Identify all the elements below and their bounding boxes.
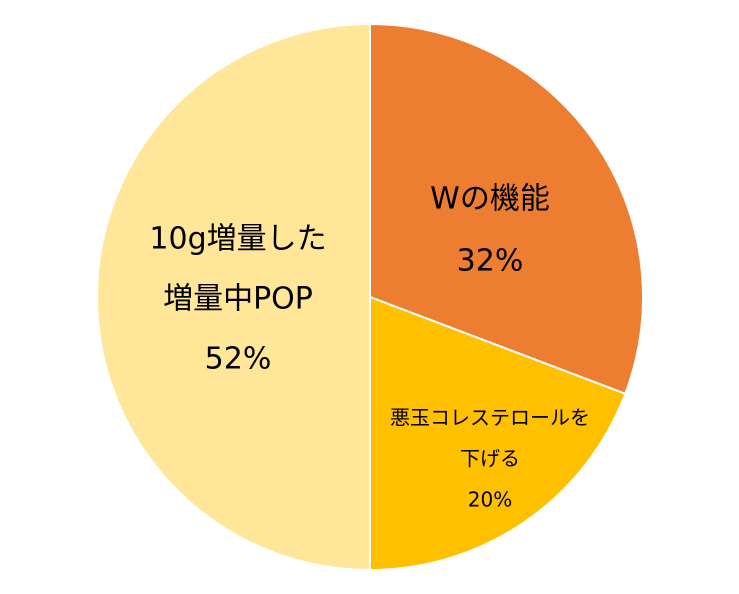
slice-label: 増量中POP <box>163 282 313 317</box>
data-label: 52% <box>205 342 272 377</box>
data-label: 20% <box>468 488 512 512</box>
pie-slice <box>369 295 627 572</box>
slice-label: Wの機能 <box>430 182 550 217</box>
data-label: 32% <box>457 244 524 279</box>
pie-slice <box>96 22 371 572</box>
pie-slice <box>369 22 644 396</box>
slice-label: 悪玉コレステロールを <box>390 406 590 430</box>
slice-label: 10g増量した <box>149 222 326 257</box>
slice-label: 下げる <box>460 447 520 471</box>
